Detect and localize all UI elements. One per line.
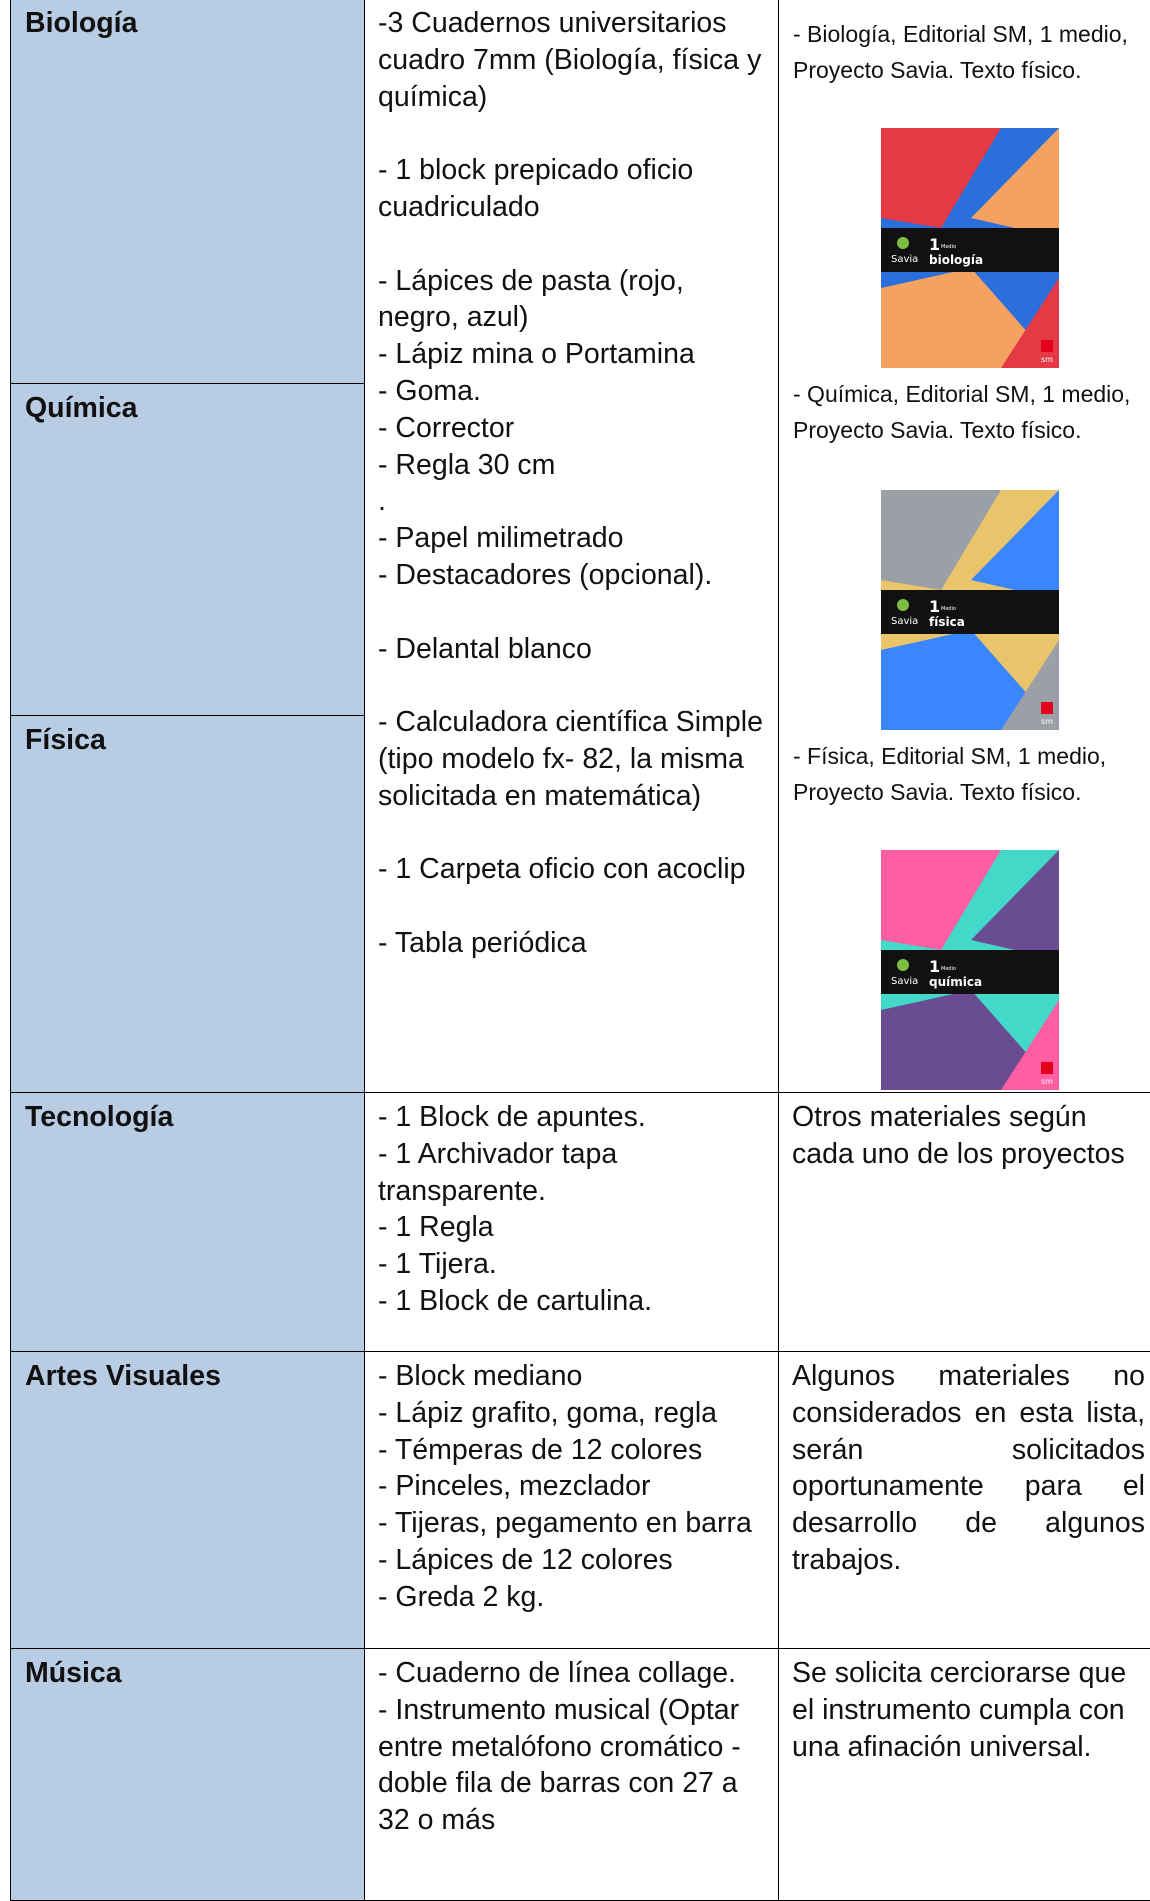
notes-cell: Algunos materiales no considerados en es… <box>778 1351 1150 1649</box>
cover-brand: Savia <box>891 616 918 627</box>
cover-level: 1 <box>929 597 940 616</box>
cover-publisher-icon <box>1041 702 1053 714</box>
material-item: - 1 Tijera. <box>378 1248 497 1281</box>
book-cover: Savia 1 Medio biología sm <box>881 128 1059 368</box>
material-item: - Papel milimetrado <box>378 522 624 555</box>
subject-cell: Música <box>10 1648 365 1901</box>
cover-art <box>881 128 1001 228</box>
cover-art <box>881 850 1001 950</box>
materials-group: - Cuaderno de línea collage. - Instrument… <box>378 1655 768 1839</box>
materials-group: - Tabla periódica <box>378 925 768 962</box>
material-item: - Corrector <box>378 411 515 444</box>
cover-publisher-icon <box>1041 1062 1053 1074</box>
subject-cell: Tecnología <box>10 1092 365 1352</box>
cover-art <box>971 128 1059 238</box>
cover-brand: Savia <box>891 976 918 987</box>
materials-cell: -3 Cuadernos universitarios cuadro 7mm (… <box>364 0 779 1093</box>
material-item: - Delantal blanco <box>378 632 592 665</box>
materials-cell: - Cuaderno de línea collage. - Instrument… <box>364 1648 779 1901</box>
cover-level-word: Medio <box>941 966 956 972</box>
notes-cell: Otros materiales según cada uno de los p… <box>778 1092 1150 1352</box>
material-item: - Lápiz grafito, goma, regla <box>378 1396 718 1429</box>
cover-art <box>881 268 1059 368</box>
cover-logo <box>897 959 909 971</box>
books-cell <box>778 0 1150 1093</box>
subject-cell: Física <box>10 715 365 1093</box>
cover-band <box>881 950 1059 994</box>
material-item: - Lápiz mina o Portamina <box>378 338 695 371</box>
note-text: Se solicita cerciorarse que el instrumen… <box>792 1657 1127 1763</box>
subject-cell: Biología <box>10 0 365 384</box>
material-item: - 1 Block de apuntes. <box>378 1101 646 1133</box>
book-caption: - Biología, Editorial SM, 1 medio, Proye… <box>793 21 1128 83</box>
material-item: - Calculadora científica Simple (tipo mo… <box>378 706 763 812</box>
cover-band <box>881 590 1059 634</box>
material-item: - Tijeras, pegamento en barra <box>378 1507 752 1540</box>
notes-cell: Se solicita cerciorarse que el instrumen… <box>778 1648 1150 1901</box>
subject-cell: Artes Visuales <box>10 1351 365 1649</box>
material-item: - Pinceles, mezclador <box>378 1470 651 1503</box>
cover-brand: Savia <box>891 254 918 265</box>
cover-level: 1 <box>929 235 940 254</box>
cover-level-word: Medio <box>941 606 956 612</box>
book-caption: - Física, Editorial SM, 1 medio, Proyect… <box>793 743 1107 805</box>
book-caption: - Química, Editorial SM, 1 medio, Proyec… <box>793 381 1131 443</box>
material-item: - Goma. <box>378 374 481 407</box>
material-item: - Tabla periódica <box>378 926 587 959</box>
material-item: - Destacadores (opcional). <box>378 558 713 591</box>
materials-group: - 1 Carpeta oficio con acoclip <box>378 851 768 888</box>
cover-publisher: sm <box>1041 717 1053 726</box>
materials-group: - Lápices de pasta (rojo, negro, azul) - … <box>378 263 768 594</box>
cover-publisher: sm <box>1041 1077 1053 1086</box>
cover-art <box>971 850 1059 960</box>
cover-subject: física <box>929 615 965 629</box>
materials-group: - 1 block prepicado oficio cuadriculado <box>378 152 768 226</box>
materials-group: - Delantal blanco <box>378 631 768 668</box>
cover-band <box>881 228 1059 272</box>
material-item: - Témperas de 12 colores <box>378 1433 703 1466</box>
cover-logo <box>897 237 909 249</box>
cover-art <box>971 490 1059 600</box>
cover-art <box>881 630 1059 730</box>
material-item: . <box>378 485 386 518</box>
cover-logo <box>897 599 909 611</box>
material-item: - 1 Carpeta oficio con acoclip <box>378 853 746 886</box>
materials-group: -3 Cuadernos universitarios cuadro 7mm (… <box>378 5 768 115</box>
material-item: - Block mediano <box>378 1360 583 1392</box>
note-text: Algunos materiales no considerados en es… <box>792 1360 1145 1576</box>
material-item: - 1 Regla <box>378 1211 494 1244</box>
material-item: - 1 Archivador tapa transparente. <box>378 1137 618 1207</box>
cover-level-word: Medio <box>941 244 956 250</box>
cover-level: 1 <box>929 957 940 976</box>
material-item: - Cuaderno de línea collage. <box>378 1657 737 1689</box>
cover-publisher: sm <box>1041 355 1053 364</box>
cover-art <box>881 490 1001 590</box>
material-item: - Lápices de pasta (rojo, negro, azul) <box>378 264 684 334</box>
material-item: - Regla 30 cm <box>378 448 556 481</box>
cover-art <box>881 990 1059 1090</box>
material-item: - Greda 2 kg. <box>378 1580 545 1613</box>
materials-group: - Block mediano - Lápiz grafito, goma, re… <box>378 1358 768 1616</box>
subject-cell: Química <box>10 383 365 716</box>
materials-cell: - Block mediano - Lápiz grafito, goma, re… <box>364 1351 779 1649</box>
material-item: - Lápices de 12 colores <box>378 1543 673 1576</box>
book-cover: Savia 1 Medio física sm <box>881 490 1059 730</box>
material-item: - 1 Block de cartulina. <box>378 1284 653 1317</box>
book-cover: Savia 1 Medio química sm <box>881 850 1059 1090</box>
materials-group: - 1 Block de apuntes. - 1 Archivador tapa… <box>378 1099 768 1320</box>
material-item: - 1 block prepicado oficio cuadriculado <box>378 154 694 223</box>
materials-cell: - 1 Block de apuntes. - 1 Archivador tapa… <box>364 1092 779 1352</box>
material-item: - Instrumento musical (Optar entre metal… <box>378 1693 741 1837</box>
note-text: Otros materiales según cada uno de los p… <box>792 1101 1125 1170</box>
material-item: -3 Cuadernos universitarios cuadro 7mm (… <box>378 7 762 113</box>
cover-subject: química <box>929 975 982 989</box>
cover-subject: biología <box>929 253 983 267</box>
materials-group: - Calculadora científica Simple (tipo mo… <box>378 704 768 814</box>
cover-publisher-icon <box>1041 340 1053 352</box>
